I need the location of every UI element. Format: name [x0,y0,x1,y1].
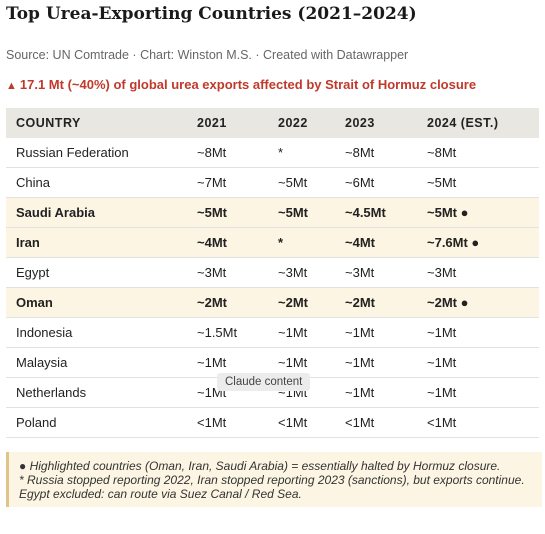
table-header-row: COUNTRY 2021 2022 2023 2024 (EST.) [6,108,539,138]
cell-country: Russian Federation [6,138,197,168]
cell-2021: ~2Mt [197,287,278,318]
cell-2023: ~1Mt [345,317,427,348]
cell-country: Oman [6,287,197,318]
cell-2021: ~5Mt [197,197,278,228]
cell-country: Egypt [6,257,197,288]
cell-2024-est: ~1Mt [427,377,539,408]
content-tooltip: Claude content [217,373,311,391]
cell-2023: ~6Mt [345,167,427,198]
cell-2022: ~3Mt [278,257,345,288]
cell-2021: ~3Mt [197,257,278,288]
chart-title: Top Urea-Exporting Countries (2021–2024) [6,4,417,24]
cell-2024-est: ~5Mt ● [427,197,539,228]
cell-2024-est: ~1Mt [427,317,539,348]
cell-country: Iran [6,227,197,258]
table-body: Russian Federation ~8Mt * ~8Mt ~8Mt China ~7Mt… [6,138,539,438]
cell-2023: ~2Mt [345,287,427,318]
table-row: Malaysia ~1Mt ~1Mt ~1Mt ~1Mt [6,347,539,378]
cell-2024-est: ~3Mt [427,257,539,288]
cell-country: Poland [6,407,197,438]
cell-2023: ~3Mt [345,257,427,288]
table-row: Netherlands ~1Mt ~1Mt ~1Mt ~1Mt [6,377,539,408]
warning-triangle-icon: ▲ [6,80,17,92]
cell-country: Indonesia [6,317,197,348]
urea-exports-table: COUNTRY 2021 2022 2023 2024 (EST.) Russi… [6,108,539,438]
cell-2021: <1Mt [197,407,278,438]
cell-2023: ~4.5Mt [345,197,427,228]
cell-2023: ~8Mt [345,138,427,168]
cell-2022: ~2Mt [278,287,345,318]
cell-2023: ~1Mt [345,347,427,378]
cell-2024-est: ~2Mt ● [427,287,539,318]
table-row: Iran ~4Mt * ~4Mt ~7.6Mt ● [6,227,539,258]
table-row: Russian Federation ~8Mt * ~8Mt ~8Mt [6,138,539,168]
alert-text: 17.1 Mt (~40%) of global urea exports af… [19,77,477,92]
cell-2024-est: ~7.6Mt ● [427,227,539,258]
cell-2021: ~7Mt [197,167,278,198]
cell-2021: ~1Mt [197,347,278,378]
footnote-highlight: ● Highlighted countries (Oman, Iran, Sau… [19,459,501,473]
col-header-country: COUNTRY [16,116,81,130]
col-header-2021: 2021 [197,116,227,130]
alert-banner: ▲ 17.1 Mt (~40%) of global urea exports a… [6,77,476,92]
table-row: Egypt ~3Mt ~3Mt ~3Mt ~3Mt [6,257,539,288]
cell-2022: ~1Mt [278,317,345,348]
cell-country: Saudi Arabia [6,197,197,228]
cell-country: China [6,167,197,198]
cell-2022: ~5Mt [278,197,345,228]
cell-2024-est: ~1Mt [427,347,539,378]
cell-2021: ~4Mt [197,227,278,258]
cell-2024-est: ~5Mt [427,167,539,198]
cell-country: Malaysia [6,347,197,378]
cell-2021: ~8Mt [197,138,278,168]
cell-2022: ~1Mt [278,377,345,408]
col-header-2023: 2023 [345,116,375,130]
cell-2022: ~1Mt [278,347,345,378]
cell-2021: ~1.5Mt [197,317,278,348]
cell-2023: ~4Mt [345,227,427,258]
footnote-reporting: * Russia stopped reporting 2022, Iran st… [19,473,525,501]
cell-2023: ~1Mt [345,377,427,408]
cell-2024-est: ~8Mt [427,138,539,168]
table-row: Poland <1Mt <1Mt <1Mt <1Mt [6,407,539,438]
cell-2022: ~5Mt [278,167,345,198]
cell-country: Netherlands [6,377,197,408]
cell-2024-est: <1Mt [427,407,539,438]
cell-2022: * [278,138,345,168]
table-row: Oman ~2Mt ~2Mt ~2Mt ~2Mt ● [6,287,539,318]
cell-2022: * [278,227,345,258]
col-header-2024-est: 2024 (EST.) [427,116,499,130]
table-row: Saudi Arabia ~5Mt ~5Mt ~4.5Mt ~5Mt ● [6,197,539,228]
footnote-box: ● Highlighted countries (Oman, Iran, Sau… [6,452,542,507]
cell-2023: <1Mt [345,407,427,438]
table-row: China ~7Mt ~5Mt ~6Mt ~5Mt [6,167,539,198]
col-header-2022: 2022 [278,116,308,130]
source-line: Source: UN Comtrade · Chart: Winston M.S… [6,48,409,62]
cell-2022: <1Mt [278,407,345,438]
table-row: Indonesia ~1.5Mt ~1Mt ~1Mt ~1Mt [6,317,539,348]
